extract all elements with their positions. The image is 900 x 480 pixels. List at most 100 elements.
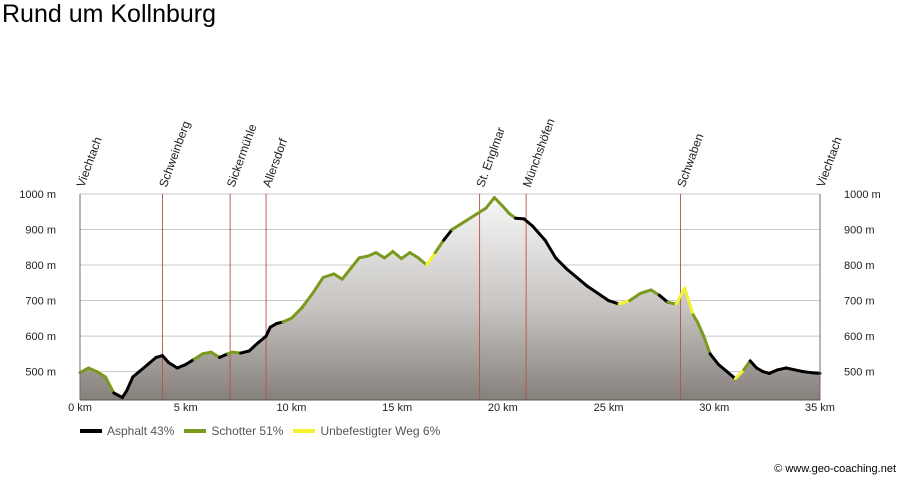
route-segment: [137, 363, 150, 374]
waypoint-label: Schweinberg: [156, 119, 193, 189]
copyright-credit: © www.geo-coaching.net: [774, 463, 896, 475]
legend-swatch-unbefestigter-weg: [293, 429, 316, 433]
route-segment: [78, 366, 90, 375]
waypoint-label: Münchshöfen: [520, 117, 558, 189]
legend-label-asphalt: Asphalt 43%: [107, 424, 175, 438]
route-segment: [657, 293, 670, 304]
y-tick-label-left: 800 m: [25, 260, 56, 272]
route-segment: [391, 250, 403, 261]
route-segment: [501, 204, 511, 215]
route-segment: [674, 286, 687, 306]
route-segment: [192, 352, 205, 361]
route-segment: [442, 228, 454, 242]
route-segment: [628, 291, 642, 303]
route-segment: [484, 196, 496, 210]
route-segment: [256, 334, 268, 345]
y-tick-label-left: 900 m: [25, 225, 56, 237]
x-tick-label: 0 km: [68, 402, 92, 414]
route-segment: [607, 299, 621, 306]
route-segment: [408, 251, 420, 260]
y-tick-label-right: 500 m: [844, 367, 875, 379]
route-segment: [683, 286, 695, 317]
route-segment: [247, 341, 260, 353]
route-segment: [349, 256, 361, 271]
route-segment: [366, 251, 378, 258]
route-segment: [184, 357, 196, 366]
route-segment: [289, 306, 304, 320]
route-segment: [332, 272, 344, 281]
y-tick-label-right: 1000 m: [844, 189, 881, 201]
route-segment: [264, 325, 272, 338]
page-title: Rund um Kollnburg: [2, 0, 217, 28]
area-layer: [80, 197, 820, 400]
route-segment: [742, 359, 752, 372]
route-segment: [311, 276, 325, 295]
legend-item-unbefestigter-weg: Unbefestigter Weg 6%: [293, 424, 440, 438]
route-segment: [575, 276, 589, 288]
route-segment: [112, 391, 124, 399]
legend-swatch-asphalt: [80, 429, 102, 433]
route-segment: [708, 352, 720, 366]
route-segment: [748, 359, 759, 370]
y-tick-label-left: 700 m: [25, 296, 56, 308]
waypoint-label: Schwaben: [674, 132, 706, 189]
y-tick-label-right: 800 m: [844, 260, 875, 272]
x-tick-label: 30 km: [699, 402, 729, 414]
route-segment: [103, 375, 116, 395]
route-segment: [617, 299, 632, 306]
route-segment: [522, 217, 534, 228]
route-segment: [492, 196, 505, 208]
route-segment: [554, 256, 568, 271]
route-segment: [596, 291, 611, 303]
route-segment: [450, 222, 463, 231]
route-segment: [167, 361, 179, 370]
x-tick-label: 15 km: [382, 402, 412, 414]
route-segment: [209, 350, 221, 359]
route-layer: [78, 196, 822, 399]
waypoint-label: Viechtach: [814, 135, 845, 189]
x-tick-label: 5 km: [174, 402, 198, 414]
legend-label-schotter: Schotter 51%: [211, 424, 284, 438]
route-segment: [649, 288, 661, 297]
legend: Asphalt 43% Schotter 51% Unbefestigter W…: [80, 424, 450, 438]
x-tick-label: 25 km: [594, 402, 624, 414]
route-segment: [725, 370, 737, 381]
route-segment: [161, 354, 171, 365]
route-segment: [767, 368, 780, 375]
waypoint-label: Allersdorf: [260, 136, 291, 189]
waypoint-label: Viechtach: [74, 135, 105, 189]
route-segment: [321, 272, 336, 279]
route-segment: [695, 320, 706, 338]
route-segment: [543, 238, 558, 260]
route-segment: [383, 250, 395, 260]
route-segment: [87, 366, 99, 374]
route-segment: [146, 355, 158, 366]
route-segment: [433, 238, 446, 255]
axis-layer: 500 m 500 m 600 m 600 m 700 m 700 m 800 m 800 m…: [19, 189, 880, 414]
route-segment: [399, 251, 412, 261]
route-segment: [425, 251, 437, 267]
route-segment: [218, 352, 230, 359]
route-segment: [810, 371, 822, 375]
route-segment: [125, 375, 135, 393]
legend-swatch-schotter: [184, 429, 207, 433]
route-segment: [467, 212, 479, 221]
elevation-area: [80, 197, 820, 400]
legend-label-unbefestigter-weg: Unbefestigter Weg 6%: [320, 424, 441, 438]
route-segment: [564, 267, 579, 279]
route-segment: [717, 363, 729, 374]
x-tick-label: 10 km: [276, 402, 306, 414]
route-segment: [531, 224, 547, 242]
y-tick-label-left: 500 m: [25, 367, 56, 379]
route-segment: [416, 256, 429, 267]
y-tick-label-left: 1000 m: [19, 189, 56, 201]
route-segment: [459, 217, 471, 226]
route-segment: [585, 284, 600, 295]
route-segment: [733, 368, 746, 381]
route-segment: [476, 206, 488, 215]
route-segment: [175, 363, 188, 370]
y-tick-label-right: 600 m: [844, 331, 875, 343]
route-segment: [300, 291, 315, 310]
waypoint-label: Sickermühle: [224, 122, 260, 189]
